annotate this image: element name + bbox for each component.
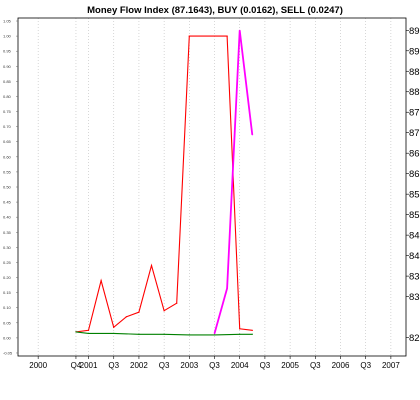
left-tick-label: 0.55 bbox=[3, 169, 12, 174]
series-2-point bbox=[75, 331, 77, 333]
right-tick-label: 85 bbox=[409, 190, 420, 201]
series-line-3 bbox=[213, 30, 254, 334]
x-tick-label: 2000 bbox=[29, 361, 47, 370]
x-tick-label: 2005 bbox=[281, 361, 299, 370]
series-2-point bbox=[213, 334, 216, 336]
chart-title: Money Flow Index (87.1643), BUY (0.0162)… bbox=[87, 5, 343, 16]
series-1-point bbox=[87, 329, 90, 331]
left-tick-label: 1.05 bbox=[3, 19, 12, 24]
x-tick-label: Q3 bbox=[360, 361, 371, 370]
series-1-point bbox=[176, 302, 178, 304]
x-tick-label: 2003 bbox=[180, 361, 198, 370]
x-tick-label: 2004 bbox=[231, 361, 249, 370]
left-tick-label: 0.40 bbox=[3, 215, 12, 220]
right-tick-label: 88 bbox=[409, 87, 420, 98]
left-tick-label: 0.85 bbox=[3, 79, 12, 84]
series-1-point bbox=[188, 35, 190, 37]
x-tick-label: 2002 bbox=[130, 361, 148, 370]
left-tick-label: 0.45 bbox=[3, 200, 12, 205]
series-3-point bbox=[251, 134, 253, 136]
series-2-point bbox=[251, 333, 253, 335]
axes bbox=[16, 17, 409, 359]
grid bbox=[37, 18, 392, 356]
left-tick-label: 0.75 bbox=[3, 109, 12, 114]
series-2-point bbox=[87, 332, 90, 334]
series-1-point bbox=[138, 311, 140, 313]
series-1-point bbox=[239, 328, 241, 330]
right-tick-label: 82 bbox=[409, 333, 420, 344]
left-tick-label: 0.30 bbox=[3, 245, 12, 250]
right-tick-label: 83 bbox=[409, 272, 420, 283]
right-tick-label: 83 bbox=[409, 292, 420, 303]
series-1-point bbox=[226, 35, 228, 37]
left-tick-label: 0.80 bbox=[3, 94, 12, 99]
right-tick-label: 84 bbox=[409, 251, 420, 262]
left-tick-label: 0.60 bbox=[3, 154, 12, 159]
x-tick-label: Q3 bbox=[310, 361, 321, 370]
x-tick-label: 2001 bbox=[80, 361, 98, 370]
right-tick-label: 88 bbox=[409, 67, 420, 78]
left-tick-label: 0.35 bbox=[3, 230, 12, 235]
left-tick-label: 0.90 bbox=[3, 64, 12, 69]
series-1-point bbox=[113, 326, 115, 328]
left-tick-label: 0.05 bbox=[3, 320, 12, 325]
right-tick-label: 87 bbox=[409, 128, 420, 139]
right-tick-label: 89 bbox=[409, 46, 420, 57]
left-tick-label: 0.25 bbox=[3, 260, 12, 265]
x-tick-label: Q3 bbox=[260, 361, 271, 370]
left-tick-label: 0.20 bbox=[3, 275, 12, 280]
right-tick-label: 86 bbox=[409, 169, 420, 180]
series-2-point bbox=[113, 332, 115, 334]
right-tick-label: 85 bbox=[409, 210, 420, 221]
series-3-point bbox=[213, 332, 216, 335]
x-tick-label: Q3 bbox=[209, 361, 220, 370]
series-1-point bbox=[125, 316, 127, 318]
left-tick-label: -0.05 bbox=[3, 350, 13, 355]
left-tick-label: 0.15 bbox=[3, 290, 12, 295]
series-2-point bbox=[138, 333, 140, 335]
right-tick-label: 87 bbox=[409, 108, 420, 119]
left-tick-label: 0.70 bbox=[3, 124, 12, 129]
right-tick-label: 86 bbox=[409, 149, 420, 160]
series-2-point bbox=[163, 333, 165, 335]
series-3-point bbox=[226, 287, 228, 289]
left-tick-label: 0.65 bbox=[3, 139, 12, 144]
series-1-point bbox=[251, 329, 253, 331]
x-tick-label: 2006 bbox=[332, 361, 350, 370]
x-tick-label: Q3 bbox=[108, 361, 119, 370]
series-1-point bbox=[150, 264, 153, 267]
left-tick-label: 0.10 bbox=[3, 305, 12, 310]
left-tick-label: 0.50 bbox=[3, 185, 12, 190]
series-2-point bbox=[239, 333, 241, 335]
tick-labels: 1.05 1.00 0.95 0.90 0.85 0.80 0.75 0.70 0.65 0.60… bbox=[3, 19, 420, 370]
x-tick-label: Q4 bbox=[71, 361, 82, 370]
series-layer bbox=[75, 29, 254, 336]
series-3-point bbox=[239, 29, 241, 31]
series-1-point bbox=[100, 279, 102, 282]
right-tick-label: 89 bbox=[409, 26, 420, 37]
right-tick-label: 84 bbox=[409, 231, 420, 242]
series-1-point bbox=[163, 310, 165, 312]
x-tick-label: 2007 bbox=[382, 361, 400, 370]
left-tick-label: 0.00 bbox=[3, 335, 12, 340]
left-tick-label: 0.95 bbox=[3, 49, 12, 54]
left-tick-label: 1.00 bbox=[3, 34, 12, 39]
series-2-point bbox=[188, 334, 190, 336]
x-tick-label: Q3 bbox=[159, 361, 170, 370]
